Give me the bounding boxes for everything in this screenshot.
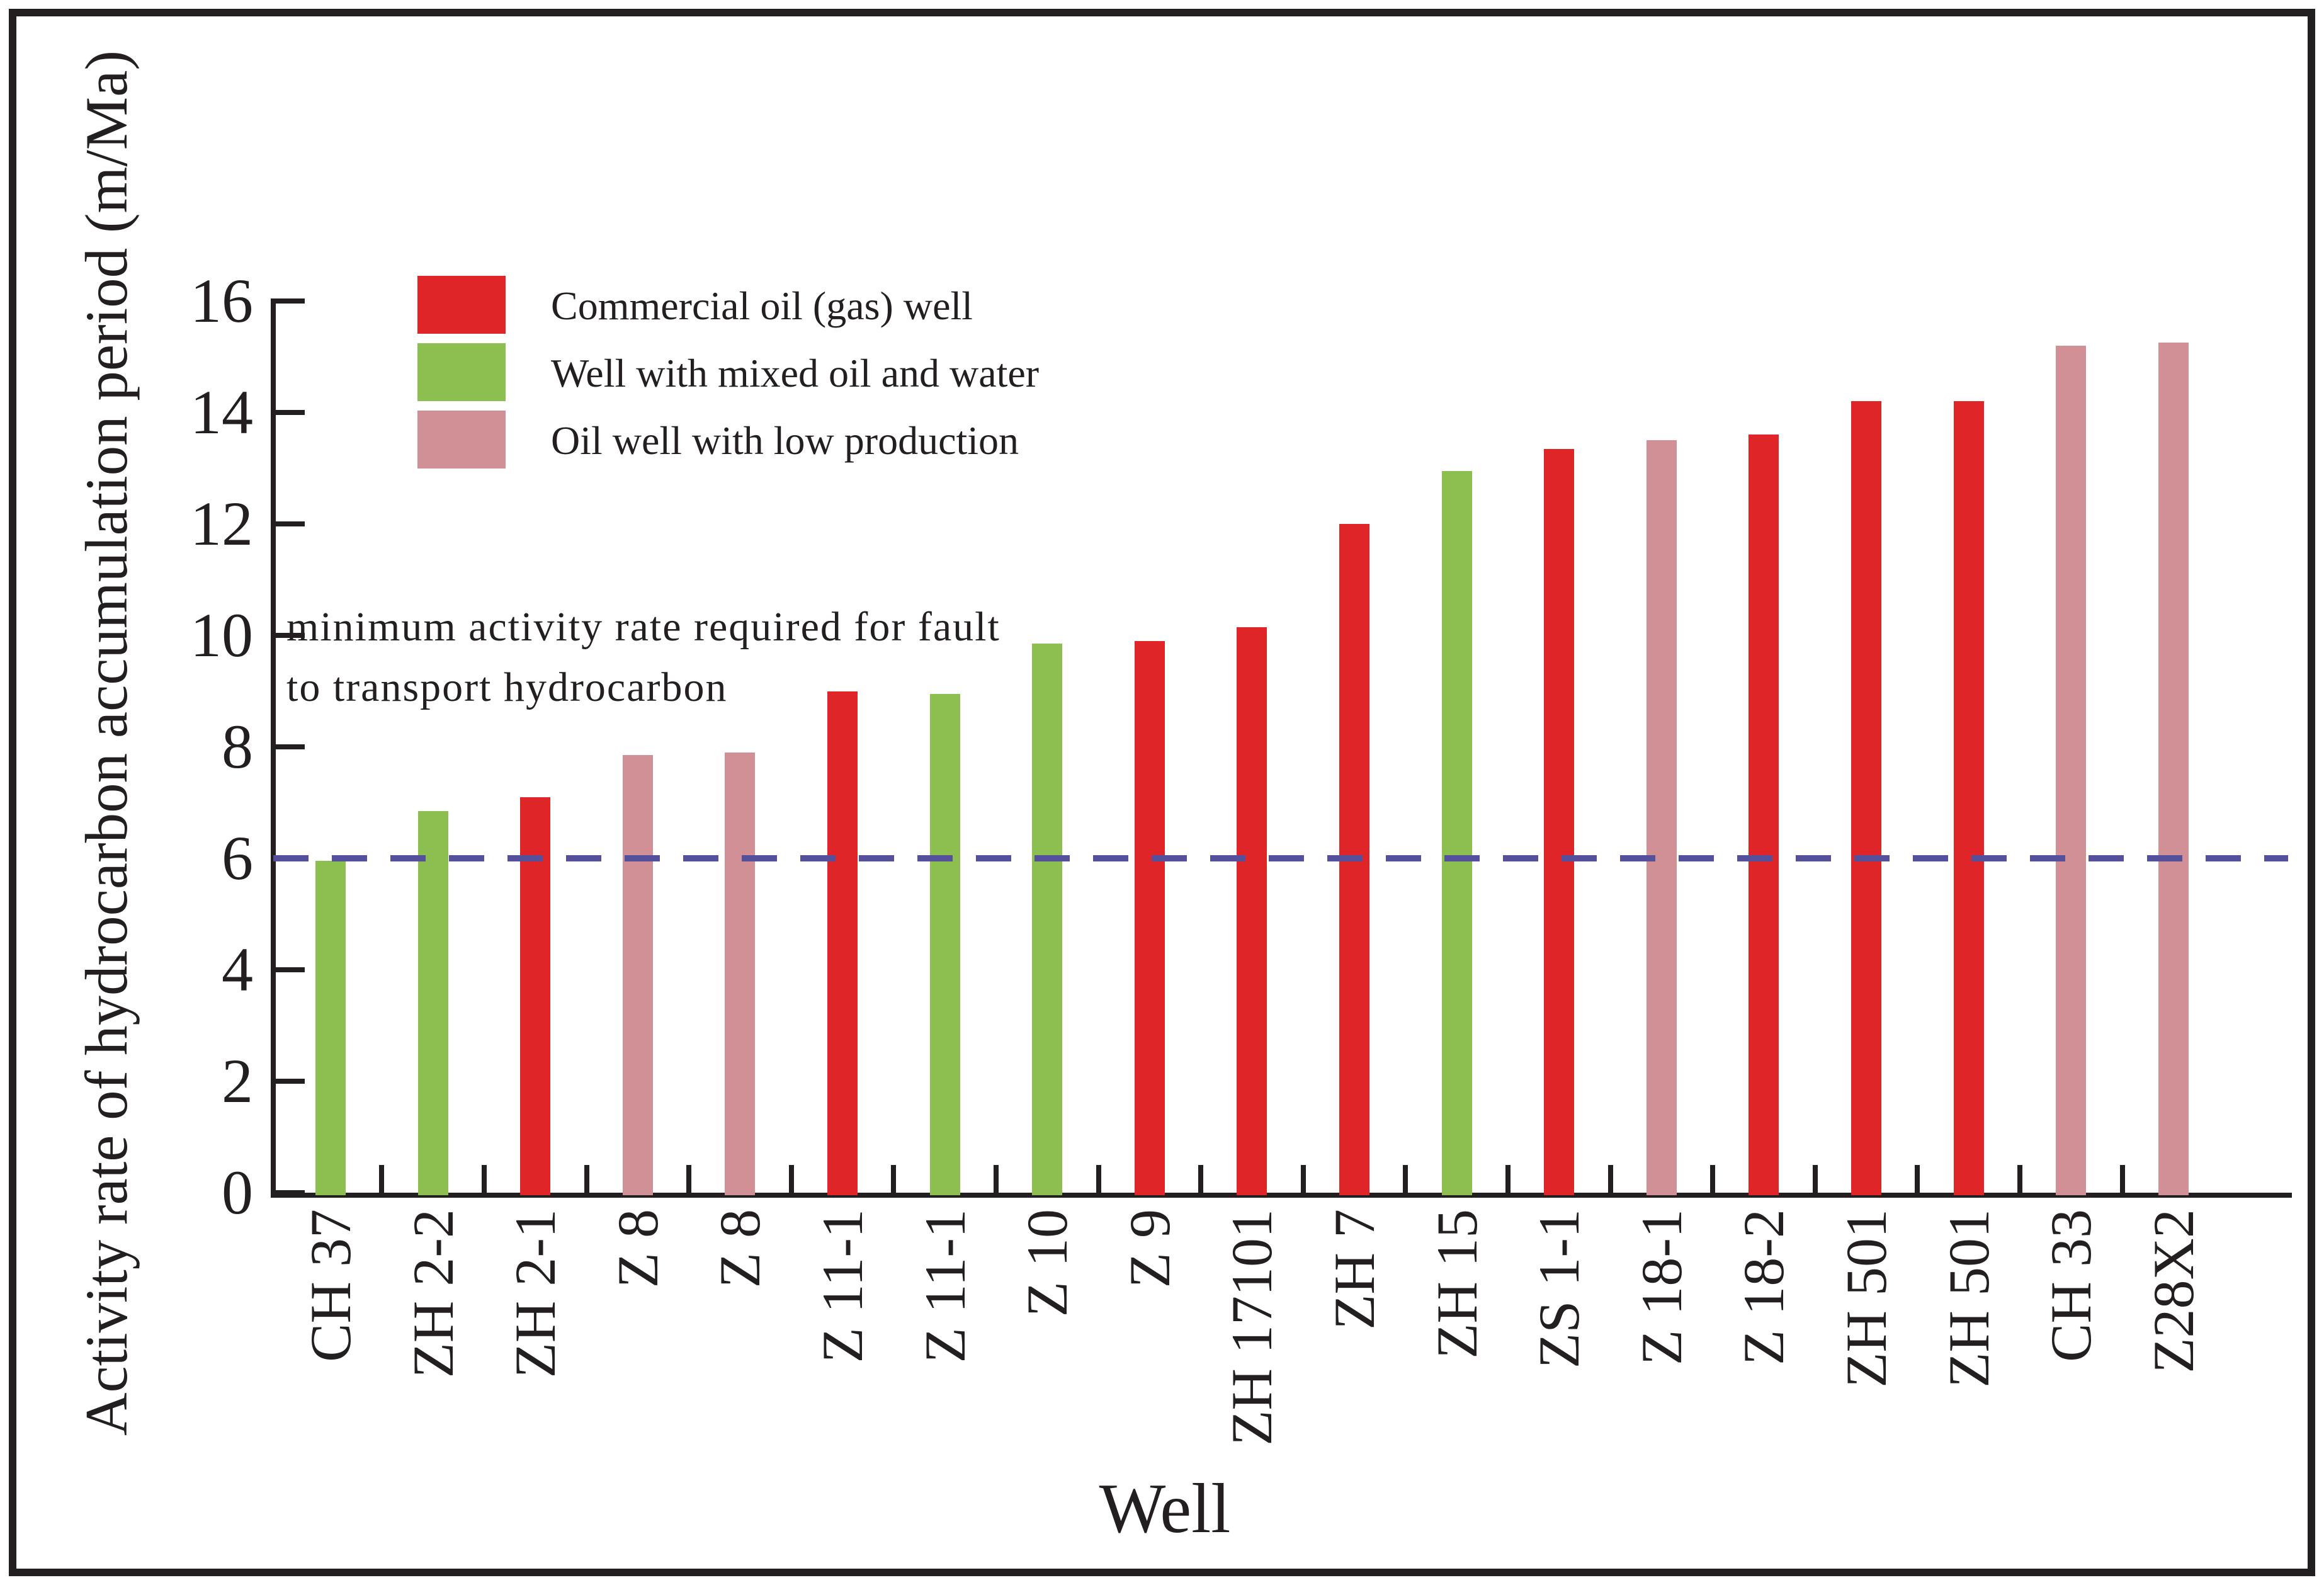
x-tick-label: ZH 2-1 [503, 1209, 568, 1378]
legend-label-commercial: Commercial oil (gas) well [551, 283, 973, 328]
y-tick-mark [276, 1190, 305, 1195]
x-tick-label: Z 18-2 [1732, 1209, 1796, 1365]
x-tick-mark [1096, 1165, 1101, 1193]
chart-bar [1851, 401, 1881, 1195]
x-tick-mark [891, 1165, 897, 1193]
x-tick-label: ZS 1-1 [1527, 1209, 1592, 1368]
x-tick-mark [1710, 1165, 1716, 1193]
y-tick-mark [276, 1079, 305, 1084]
y-axis-line [271, 298, 276, 1198]
chart-bar [1032, 644, 1063, 1195]
legend-swatch-commercial [417, 276, 506, 334]
chart-bar [1544, 448, 1575, 1195]
x-tick-mark [2017, 1165, 2022, 1193]
x-tick-label: Z 8 [605, 1209, 670, 1288]
chart-bar [2158, 343, 2189, 1195]
x-tick-label: Z28X2 [2141, 1209, 2206, 1373]
y-tick-mark [276, 521, 305, 526]
reference-line-annotation: minimum activity rate required for fault… [286, 597, 1000, 718]
y-tick-label: 16 [190, 266, 253, 336]
x-axis-title: Well [1099, 1470, 1231, 1548]
annotation-line-2: to transport hydrocarbon [286, 664, 728, 710]
x-tick-mark [686, 1165, 692, 1193]
y-tick-mark [276, 744, 305, 749]
x-tick-mark [1812, 1165, 1818, 1193]
chart-bar [2056, 345, 2087, 1195]
chart-bar [1646, 440, 1677, 1195]
y-tick-label: 0 [222, 1157, 253, 1227]
legend-swatch-low [417, 411, 506, 469]
chart-bar [1441, 470, 1472, 1195]
y-tick-label: 14 [190, 377, 253, 447]
x-tick-mark [379, 1165, 385, 1193]
x-tick-mark [1915, 1165, 1920, 1193]
x-tick-label: CH 33 [2039, 1209, 2104, 1362]
x-tick-mark [1607, 1165, 1613, 1193]
minimum-activity-reference-line [273, 855, 2288, 861]
y-tick-label: 6 [222, 823, 253, 893]
y-tick-label: 12 [190, 489, 253, 559]
x-tick-mark [993, 1165, 999, 1193]
x-tick-label: Z 18-1 [1629, 1209, 1694, 1365]
x-tick-mark [788, 1165, 794, 1193]
y-tick-mark [276, 410, 305, 415]
x-tick-mark [1403, 1165, 1409, 1193]
x-tick-mark [584, 1165, 589, 1193]
chart-bar [827, 691, 858, 1195]
y-tick-mark [276, 298, 305, 304]
chart-bar [1134, 640, 1165, 1195]
chart-bar [622, 755, 653, 1195]
x-tick-mark [1300, 1165, 1306, 1193]
legend-label-low: Oil well with low production [551, 418, 1019, 463]
chart-bar [1237, 627, 1267, 1195]
x-tick-label: CH 37 [298, 1209, 363, 1362]
annotation-line-1: minimum activity rate required for fault [286, 604, 1000, 650]
y-tick-label: 10 [190, 600, 253, 670]
chart-bar [315, 861, 346, 1195]
chart-bar [1953, 401, 1984, 1195]
chart-bar [929, 693, 960, 1195]
x-tick-mark [1505, 1165, 1511, 1193]
y-tick-label: 4 [222, 935, 253, 1004]
x-tick-mark [2119, 1165, 2125, 1193]
x-tick-label: ZH 2-2 [400, 1209, 465, 1378]
y-tick-mark [276, 967, 305, 972]
legend-label-mixed: Well with mixed oil and water [551, 351, 1040, 395]
legend-swatch-mixed [417, 343, 506, 401]
y-tick-label: 8 [222, 712, 253, 781]
x-tick-label: Z 8 [708, 1209, 773, 1288]
y-tick-mark [276, 633, 305, 638]
x-tick-mark [481, 1165, 487, 1193]
chart-bar [520, 797, 551, 1195]
figure-border [9, 9, 2315, 1576]
y-tick-label: 2 [222, 1046, 253, 1116]
x-tick-mark [1198, 1165, 1204, 1193]
chart-bar [417, 810, 448, 1195]
x-tick-label: ZH 501 [1834, 1209, 1898, 1388]
chart-bar [725, 752, 756, 1195]
chart-bar [1749, 435, 1779, 1195]
x-axis-line [271, 1193, 2292, 1198]
x-tick-label: ZH 501 [1936, 1209, 2001, 1388]
y-axis-title: Activity rate of hydrocarbon accumulatio… [73, 50, 140, 1436]
